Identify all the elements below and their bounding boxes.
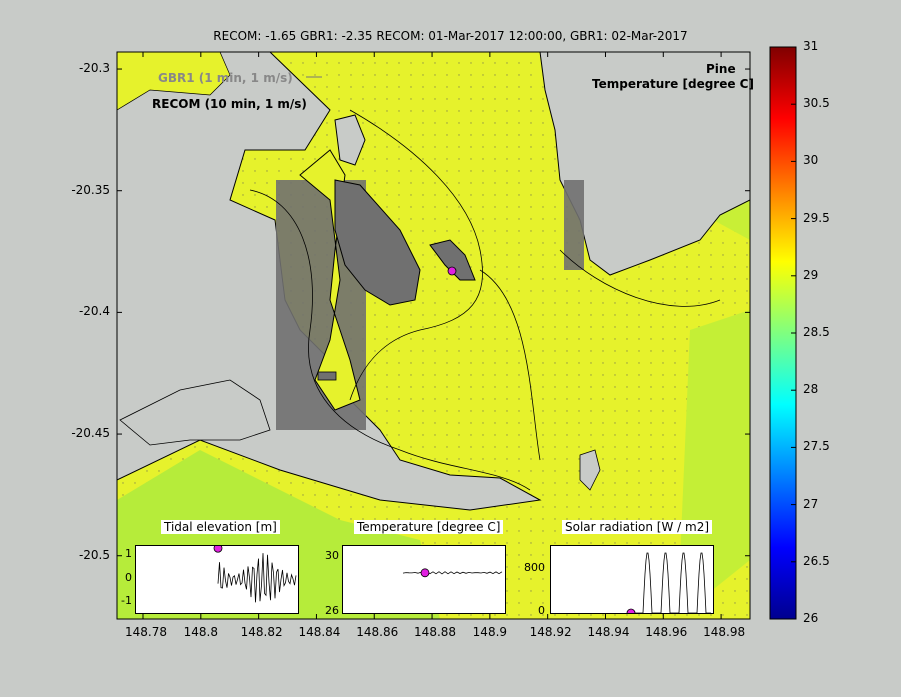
colorbar-tick-label: 27.5 xyxy=(803,439,830,454)
temperature-title: Temperature [degree C] xyxy=(354,520,504,534)
x-tick-label: 148.82 xyxy=(240,625,283,639)
tidal-elevation-series xyxy=(217,553,297,603)
x-tick-label: 148.92 xyxy=(529,625,572,639)
series-line xyxy=(217,553,297,603)
series-line xyxy=(402,571,503,575)
solar-radiation-inset xyxy=(550,545,714,618)
x-tick-marks xyxy=(142,52,722,619)
islands-southwest xyxy=(119,379,271,446)
island-small xyxy=(317,371,337,381)
solar-radiation-title: Solar radiation [W / m2] xyxy=(562,520,713,534)
y-tick-label: -20.3 xyxy=(78,61,110,76)
tidal-elevation-marker xyxy=(213,543,223,553)
y-tick-label: 800 xyxy=(524,561,545,574)
colorbar-tick-marks xyxy=(791,46,796,620)
contour-line xyxy=(479,269,541,461)
island-large xyxy=(334,179,421,306)
y-tick-label: 0 xyxy=(125,571,132,584)
map-axes-frame xyxy=(116,51,751,620)
island-pine xyxy=(429,239,476,281)
location-label: Pine xyxy=(706,62,736,76)
gbr1-legend-label: GBR1 (1 min, 1 m/s) xyxy=(158,71,293,85)
y-tick-label: 30 xyxy=(325,549,339,562)
x-tick-label: 148.78 xyxy=(125,625,167,639)
solar-radiation-series xyxy=(631,552,711,614)
contour-line xyxy=(349,109,483,401)
colorbar-tick-label: 29.5 xyxy=(803,210,830,225)
tidal-elevation-inset xyxy=(135,543,299,614)
x-tick-label: 148.86 xyxy=(356,625,399,639)
field-label: Temperature [degree C] xyxy=(592,77,754,91)
small-islet xyxy=(579,449,601,491)
recom-legend-label: RECOM (10 min, 1 m/s) xyxy=(152,97,307,111)
x-tick-label: 148.8 xyxy=(183,625,218,639)
x-tick-label: 148.96 xyxy=(645,625,688,639)
temperature-series xyxy=(402,571,503,575)
y-tick-label: 0 xyxy=(538,604,545,617)
y-tick-marks xyxy=(117,68,750,557)
colorbar-tick-label: 26 xyxy=(803,611,819,625)
x-tick-label: 148.98 xyxy=(703,625,746,639)
colorbar-tick-label: 30 xyxy=(803,153,819,168)
colorbar-tick-label: 29 xyxy=(803,267,819,282)
y-tick-label: -20.4 xyxy=(78,304,110,319)
tidal-elevation-title: Tidal elevation [m] xyxy=(161,520,280,534)
y-tick-label: 26 xyxy=(325,604,339,617)
colorbar-tick-label: 27 xyxy=(803,496,819,511)
x-tick-label: 148.94 xyxy=(587,625,630,639)
colorbar-tick-label: 30.5 xyxy=(803,96,830,111)
temperature-inset xyxy=(342,545,506,614)
y-tick-label: -1 xyxy=(121,594,132,607)
solar-radiation-plot xyxy=(626,552,711,618)
contour-line xyxy=(559,249,721,307)
series-line xyxy=(631,552,711,614)
x-tick-label: 148.88 xyxy=(414,625,457,639)
colorbar-tick-label: 28.5 xyxy=(803,325,830,339)
colorbar-tick-label: 26.5 xyxy=(803,553,830,568)
x-tick-label: 148.9 xyxy=(472,625,508,639)
temperature-plot xyxy=(402,568,503,578)
site-marker xyxy=(447,266,457,276)
colorbar-tick-label: 31 xyxy=(803,39,819,53)
figure-title: RECOM: -1.65 GBR1: -2.35 RECOM: 01-Mar-2… xyxy=(213,29,688,43)
mask-region-east xyxy=(564,180,584,270)
tidal-elevation-plot xyxy=(213,543,297,603)
y-tick-label: 1 xyxy=(125,547,132,560)
channel-water xyxy=(299,149,361,411)
y-tick-label: -20.45 xyxy=(71,426,110,441)
contour-line xyxy=(249,189,531,491)
x-tick-label: 148.84 xyxy=(298,625,341,639)
solar-radiation-marker xyxy=(626,608,636,618)
colorbar-tick-label: 28 xyxy=(803,382,819,397)
temperature-marker xyxy=(420,568,430,578)
y-tick-label: -20.5 xyxy=(78,547,110,562)
island-north xyxy=(334,114,366,166)
y-tick-label: -20.35 xyxy=(71,182,110,197)
